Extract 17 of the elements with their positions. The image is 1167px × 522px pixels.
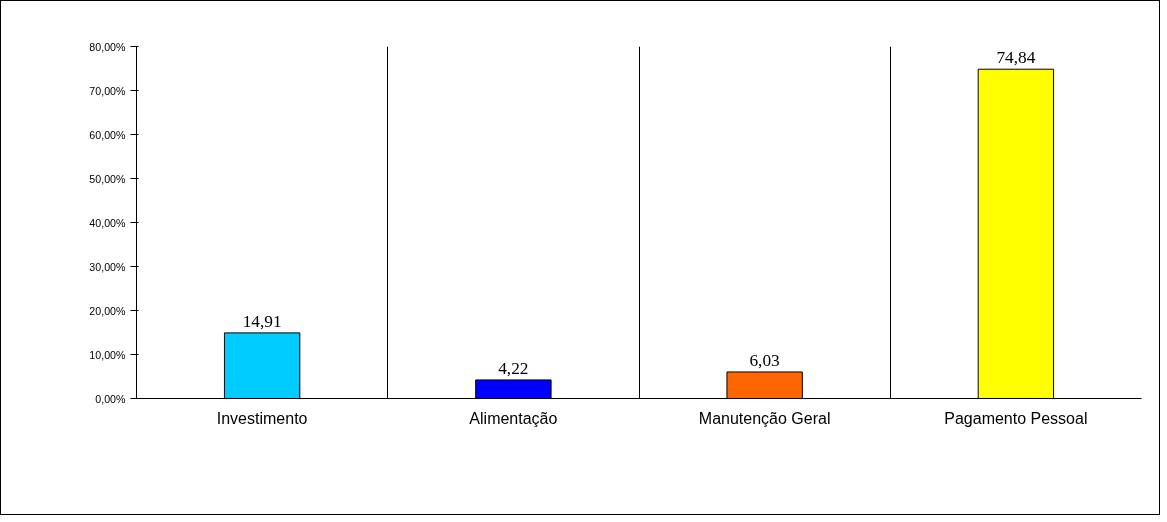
x-tick-label: Manutenção Geral	[698, 409, 831, 427]
x-tick-label: Pagamento Pessoal	[944, 409, 1088, 427]
data-label: 14,91	[242, 311, 282, 331]
data-label: 74,84	[996, 48, 1036, 68]
y-tick-label: 0,00%	[95, 392, 127, 405]
data-label: 4,22	[498, 358, 529, 378]
y-tick-label: 40,00%	[89, 216, 127, 229]
data-label: 6,03	[749, 350, 780, 370]
y-tick-label: 60,00%	[89, 128, 127, 141]
y-tick-label: 50,00%	[89, 172, 127, 185]
y-tick-label: 10,00%	[89, 348, 127, 361]
y-tick-label: 30,00%	[89, 260, 127, 273]
x-tick-label: Alimentação	[469, 409, 558, 427]
y-tick-label: 80,00%	[89, 40, 127, 53]
y-tick-label: 20,00%	[89, 304, 127, 317]
x-tick-label: Investimento	[216, 409, 308, 427]
y-tick-label: 70,00%	[89, 84, 127, 97]
